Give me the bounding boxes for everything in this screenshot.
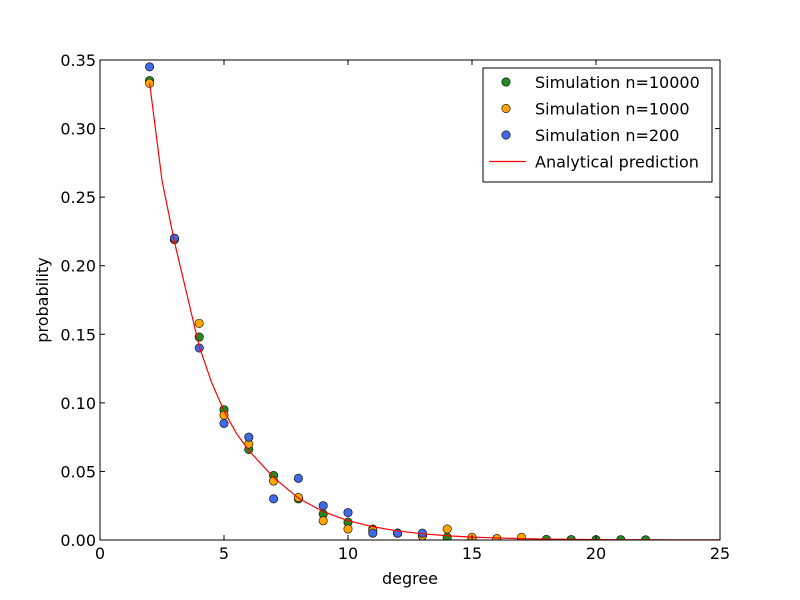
legend-entry-label: Simulation n=1000	[535, 100, 690, 119]
x-tick-label: 25	[710, 544, 730, 563]
x-tick-label: 0	[95, 544, 105, 563]
data-point-simulation-n-200	[269, 494, 279, 504]
data-point-simulation-n-200	[244, 432, 254, 442]
data-point-simulation-n-200	[219, 418, 229, 428]
data-point-simulation-n-1000	[194, 318, 204, 328]
legend-entry-label: Simulation n=10000	[535, 73, 700, 92]
legend-entry-label: Simulation n=200	[535, 126, 679, 145]
y-tick-label: 0.20	[60, 257, 96, 276]
axis-ticks: 0 5 10 15 20 25 0.00 0.05 0.10 0.15 0.20 0.25 0.30 0.…	[60, 51, 730, 563]
data-point-simulation-n-200	[343, 508, 353, 518]
data-point-simulation-n-1000	[492, 534, 502, 540]
y-tick-label: 0.25	[60, 188, 96, 207]
y-tick-label: 0.00	[60, 531, 96, 550]
y-tick-label: 0.10	[60, 394, 96, 413]
y-tick-label: 0.35	[60, 51, 96, 70]
legend-box	[482, 67, 713, 183]
legend-point-marker	[501, 130, 511, 140]
y-tick-label: 0.15	[60, 325, 96, 344]
x-tick-label: 15	[462, 544, 482, 563]
legend: Simulation n=10000 Simulation n=1000 Simul…	[482, 67, 713, 183]
data-point-simulation-n-200	[293, 473, 303, 483]
data-point-simulation-n-200	[368, 528, 378, 538]
legend-entry-label: Analytical prediction	[535, 153, 699, 172]
data-point-simulation-n-200	[318, 501, 328, 511]
y-tick-label: 0.30	[60, 120, 96, 139]
x-tick-label: 20	[586, 544, 606, 563]
y-tick-label: 0.05	[60, 462, 96, 481]
data-point-simulation-n-200	[145, 62, 155, 72]
legend-point-marker	[501, 77, 511, 87]
data-point-simulation-n-1000	[318, 516, 328, 526]
x-tick-label: 5	[219, 544, 229, 563]
plot-frame	[99, 59, 721, 541]
data-point-simulation-n-1000	[343, 524, 353, 534]
data-point-simulation-n-1000	[442, 524, 452, 534]
y-axis-label: probability	[33, 257, 52, 342]
legend-point-marker	[501, 104, 511, 114]
x-axis-label: degree	[382, 569, 438, 588]
x-tick-label: 10	[338, 544, 358, 563]
